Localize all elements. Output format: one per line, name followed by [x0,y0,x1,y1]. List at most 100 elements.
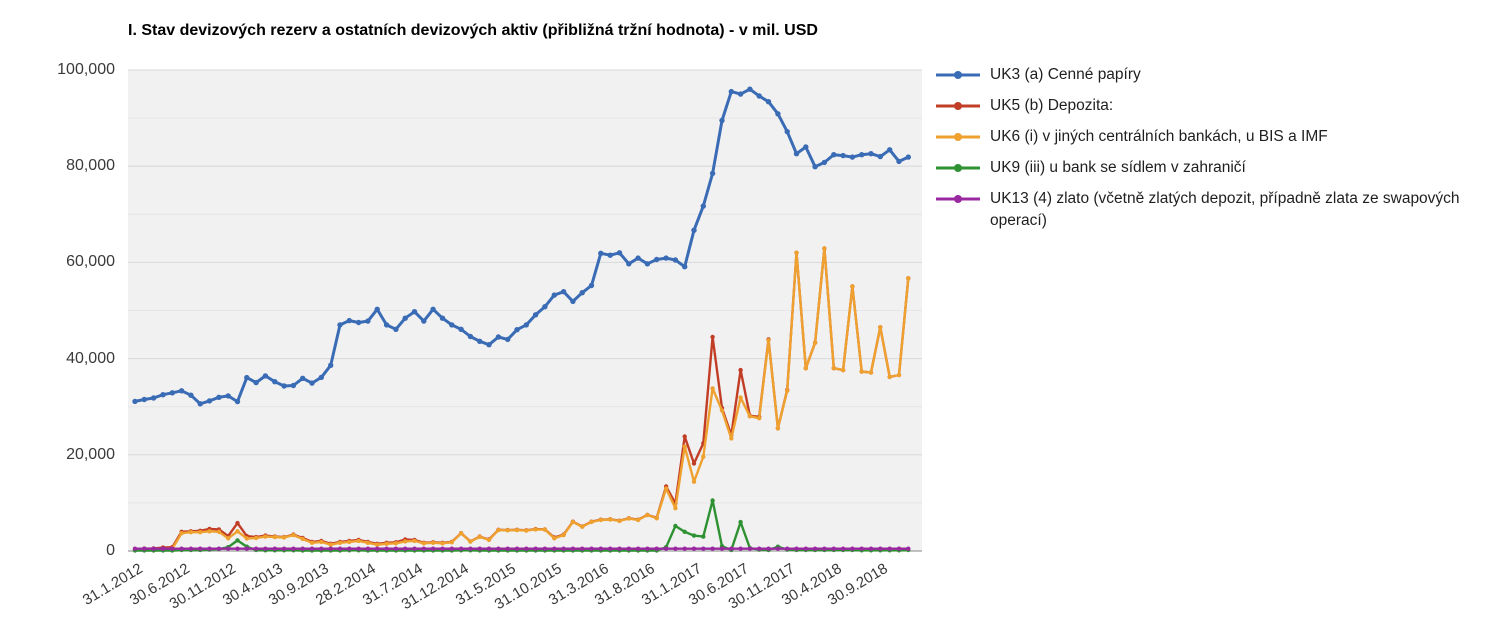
series-point-UK6 [300,536,305,542]
series-point-UK6 [430,540,436,545]
series-point-UK3 [887,147,893,153]
series-point-UK6 [738,395,743,400]
series-point-UK13 [142,546,147,551]
series-point-UK6 [673,506,678,511]
series-point-UK13 [757,546,762,551]
legend-marker-icon [936,133,980,141]
series-point-UK13 [458,546,464,551]
series-point-UK6 [347,539,352,545]
series-point-UK3 [244,374,250,381]
series-point-UK13 [263,546,268,551]
series-point-UK3 [150,395,157,401]
series-point-UK3 [290,382,297,389]
series-point-UK6 [179,531,184,536]
series-point-UK5 [235,520,240,526]
chart-title: I. Stav devizových rezerv a ostatních de… [128,22,818,39]
series-point-UK13 [170,546,175,551]
series-point-UK3 [216,394,222,400]
series-point-UK13 [524,546,529,551]
series-point-UK13 [654,546,659,551]
series-point-UK13 [151,546,156,551]
series-point-UK6 [291,532,296,538]
series-point-UK3 [374,306,380,312]
series-point-UK13 [617,546,622,551]
series-point-UK13 [561,546,566,551]
series-point-UK6 [812,340,818,345]
series-point-UK3 [588,282,595,289]
series-point-UK6 [365,540,371,545]
series-point-UK6 [580,524,585,529]
series-point-UK3 [691,227,697,233]
series-point-UK3 [477,338,483,344]
series-point-UK6 [421,541,426,546]
series-point-UK3 [737,91,744,97]
series-point-UK6 [729,436,734,441]
series-point-UK6 [719,408,725,413]
series-point-UK3 [542,304,548,310]
series-point-UK13 [608,546,613,551]
series-point-UK6 [496,527,501,533]
series-point-UK9 [682,529,687,534]
series-point-UK6 [403,539,408,544]
series-point-UK13 [794,546,799,551]
series-point-UK6 [626,516,631,521]
series-point-UK3 [523,322,529,328]
legend-item: UK5 (b) Depozita: [935,95,1475,117]
legend-label: UK5 (b) Depozita: [990,97,1114,114]
series-point-UK6 [663,486,669,491]
series-point-UK3 [868,151,874,157]
series-point-UK13 [626,546,631,551]
legend-item: UK6 (i) v jiných centrálních bankách, u … [935,126,1475,148]
series-point-UK3 [141,396,147,403]
series-point-UK13 [710,546,715,551]
series-point-UK6 [561,532,566,538]
series-point-UK3 [234,398,241,405]
series-point-UK3 [626,261,632,267]
series-point-UK6 [822,246,827,251]
series-point-UK13 [645,546,650,551]
series-point-UK6 [524,528,529,533]
series-point-UK13 [291,546,296,551]
legend-label: UK6 (i) v jiných centrálních bankách, u … [990,128,1328,145]
series-point-UK5 [738,367,743,373]
y-axis-label: 80,000 [66,157,115,175]
series-point-UK13 [384,546,389,551]
series-point-UK3 [644,261,651,267]
series-point-UK13 [691,546,697,551]
series-point-UK13 [253,546,259,551]
series-point-UK6 [589,519,594,525]
series-point-UK3 [160,392,166,398]
series-point-UK9 [691,533,697,538]
series-point-UK13 [831,546,836,551]
series-point-UK3 [169,390,175,396]
series-point-UK3 [337,322,343,328]
series-point-UK3 [439,315,446,321]
series-point-UK13 [719,546,725,551]
series-point-UK13 [272,546,277,551]
series-point-UK3 [598,250,604,256]
series-point-UK3 [635,255,641,261]
y-axis-label: 60,000 [66,253,115,271]
series-point-UK6 [375,542,380,547]
series-point-UK3 [272,379,278,385]
series-point-UK3 [495,334,502,340]
series-point-UK6 [710,386,715,391]
series-point-UK3 [793,151,800,157]
series-point-UK6 [188,530,194,535]
series-point-UK6 [486,537,492,543]
series-point-UK6 [412,538,417,544]
series-point-UK3 [607,252,613,258]
series-point-UK6 [887,374,892,380]
series-point-UK13 [868,546,874,551]
series-point-UK3 [197,401,203,407]
series-point-UK13 [198,546,203,551]
series-point-UK3 [328,362,334,368]
series-point-UK3 [747,86,753,92]
series-point-UK6 [533,527,538,532]
series-point-UK13 [347,546,352,551]
series-point-UK6 [682,444,687,449]
series-point-UK6 [319,539,324,545]
y-axis-label: 40,000 [66,349,115,367]
series-point-UK6 [384,541,389,546]
series-point-UK5 [691,461,697,466]
